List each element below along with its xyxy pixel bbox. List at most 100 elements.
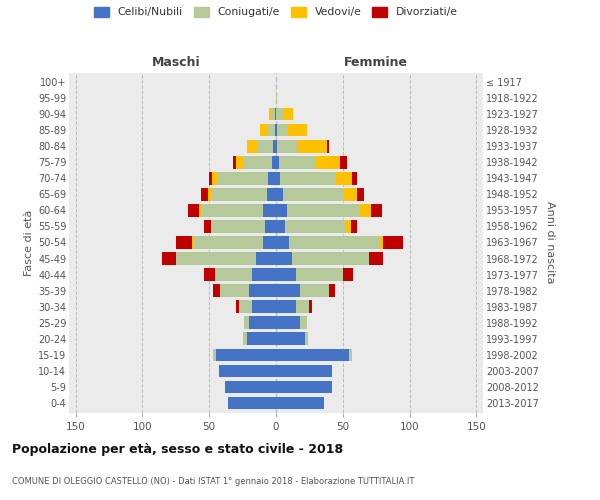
Bar [327,140,329,152]
Bar [242,156,272,168]
Bar [217,172,268,184]
Bar [192,236,193,249]
Bar [247,140,257,152]
Bar [287,204,360,216]
Bar [296,268,343,281]
Bar [269,108,272,120]
Bar [266,188,276,200]
Bar [236,156,242,168]
Bar [276,252,292,265]
Bar [216,348,276,361]
Bar [276,220,286,232]
Bar [276,92,277,104]
Bar [188,204,199,216]
Bar [257,140,274,152]
Bar [213,348,216,361]
Y-axis label: Fasce di età: Fasce di età [23,210,34,276]
Bar [263,204,276,216]
Bar [276,332,305,345]
Bar [276,396,324,409]
Bar [383,236,403,249]
Bar [286,220,346,232]
Bar [199,204,201,216]
Bar [268,172,276,184]
Bar [275,108,276,120]
Bar [340,156,347,168]
Bar [263,236,276,249]
Bar [276,124,277,136]
Bar [252,300,276,313]
Bar [276,172,280,184]
Bar [260,124,268,136]
Bar [204,268,215,281]
Bar [272,108,275,120]
Bar [283,108,293,120]
Bar [201,188,208,200]
Bar [358,188,364,200]
Bar [176,252,256,265]
Bar [351,220,358,232]
Bar [163,252,176,265]
Bar [236,300,239,313]
Bar [280,172,336,184]
Bar [247,332,276,345]
Bar [256,252,276,265]
Bar [305,332,308,345]
Text: Maschi: Maschi [152,56,200,70]
Bar [212,172,217,184]
Y-axis label: Anni di nascita: Anni di nascita [545,201,556,283]
Bar [208,188,211,200]
Bar [211,188,266,200]
Bar [276,140,277,152]
Bar [265,220,276,232]
Bar [296,300,310,313]
Bar [211,220,212,232]
Bar [298,140,327,152]
Bar [213,284,220,297]
Bar [225,380,276,393]
Bar [276,284,300,297]
Bar [336,172,352,184]
Bar [360,204,371,216]
Bar [242,332,247,345]
Bar [252,268,276,281]
Bar [218,364,276,377]
Bar [215,268,252,281]
Bar [239,300,252,313]
Bar [204,220,211,232]
Bar [277,140,298,152]
Bar [193,236,263,249]
Bar [276,348,349,361]
Bar [277,124,288,136]
Bar [276,364,332,377]
Bar [316,156,340,168]
Bar [300,316,307,329]
Bar [343,268,353,281]
Bar [278,156,316,168]
Bar [276,188,283,200]
Bar [276,268,296,281]
Bar [201,204,263,216]
Bar [220,284,249,297]
Bar [209,172,212,184]
Bar [352,172,358,184]
Bar [272,156,276,168]
Bar [274,140,276,152]
Bar [346,220,351,232]
Bar [370,252,383,265]
Legend: Celibi/Nubili, Coniugati/e, Vedovi/e, Divorziati/e: Celibi/Nubili, Coniugati/e, Vedovi/e, Di… [89,2,463,22]
Bar [233,156,236,168]
Bar [289,236,380,249]
Bar [276,380,332,393]
Bar [329,284,335,297]
Bar [268,124,275,136]
Bar [349,348,352,361]
Bar [249,316,276,329]
Bar [380,236,383,249]
Bar [371,204,382,216]
Bar [283,188,344,200]
Text: Femmine: Femmine [344,56,408,70]
Bar [275,124,276,136]
Bar [310,300,312,313]
Bar [228,396,276,409]
